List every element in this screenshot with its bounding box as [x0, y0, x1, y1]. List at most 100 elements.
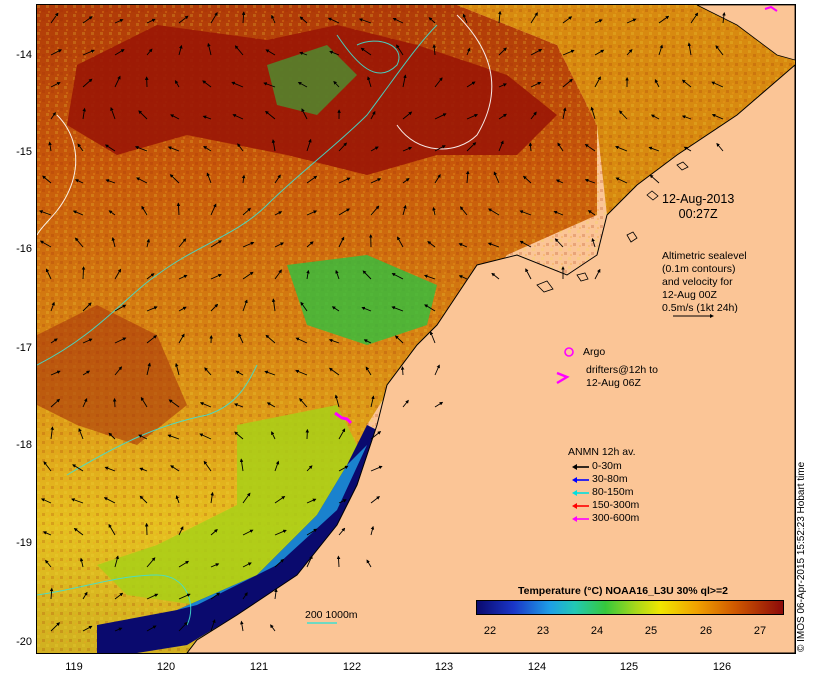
velocity-arrow [232, 114, 244, 120]
velocity-arrow [530, 12, 538, 24]
velocity-arrow [711, 113, 724, 120]
velocity-arrow [114, 75, 121, 88]
velocity-arrow [402, 74, 407, 88]
velocity-arrow [459, 206, 468, 216]
velocity-arrow [135, 177, 148, 184]
velocity-arrow [231, 81, 244, 88]
velocity-arrow [328, 338, 340, 344]
velocity-arrow [242, 241, 255, 248]
velocity-arrow [265, 110, 276, 120]
velocity-arrow [178, 333, 185, 344]
velocity-arrow [295, 337, 308, 344]
velocity-arrow [396, 44, 404, 56]
colorbar-tick: 25 [644, 625, 658, 637]
velocity-arrow [238, 333, 244, 344]
top-right-coast [696, 5, 795, 61]
velocity-arrow [50, 338, 58, 344]
colorbar-tick: 27 [753, 625, 767, 637]
velocity-arrow [146, 48, 153, 56]
velocity-arrow [530, 49, 543, 56]
colorbar-tick: 22 [483, 625, 497, 637]
velocity-arrow [204, 367, 212, 376]
velocity-arrow [168, 399, 180, 408]
velocity-arrow [207, 42, 212, 56]
velocity-arrow [711, 81, 724, 88]
velocity-arrow [427, 241, 436, 248]
drifter-marker [556, 371, 570, 385]
velocity-arrow [498, 47, 507, 56]
velocity-arrow [242, 299, 248, 312]
velocity-arrow [178, 44, 183, 56]
velocity-arrow [648, 146, 660, 152]
velocity-arrow [203, 460, 212, 472]
velocity-arrow [528, 142, 533, 152]
velocity-arrow [42, 175, 52, 184]
velocity-arrow [334, 394, 340, 408]
anmn-item-0-30: 0-30m [572, 460, 622, 472]
velocity-arrow [146, 306, 158, 312]
velocity-arrow [210, 563, 220, 568]
velocity-arrow [146, 273, 155, 280]
velocity-arrow [114, 337, 127, 344]
velocity-arrow [687, 42, 692, 56]
velocity-arrow [263, 82, 276, 88]
velocity-arrow [333, 80, 340, 88]
velocity-arrow [360, 47, 372, 56]
velocity-arrow [241, 11, 246, 24]
velocity-arrow [114, 366, 123, 376]
velocity-arrow [562, 107, 567, 120]
velocity-arrow [114, 268, 122, 280]
velocity-arrow [615, 145, 628, 152]
velocity-arrow [50, 82, 61, 88]
drifter-line-2: 12-Aug 06Z [586, 377, 641, 389]
velocity-arrow [594, 76, 601, 88]
velocity-arrow [434, 364, 440, 376]
velocity-arrow [626, 49, 633, 56]
velocity-arrow [392, 17, 404, 24]
velocity-arrow [77, 143, 84, 152]
velocity-arrow [306, 175, 318, 184]
velocity-arrow [487, 242, 500, 248]
velocity-arrow [274, 269, 282, 280]
sealevel-line-5: 0.5m/s (1kt 24h) [662, 302, 738, 314]
velocity-arrow [530, 81, 542, 88]
velocity-arrow [306, 528, 318, 536]
velocity-arrow [370, 525, 375, 536]
velocity-arrow [79, 557, 84, 568]
velocity-arrow [498, 140, 504, 152]
velocity-arrow [594, 268, 601, 280]
colorbar-title: Temperature (°C) NOAA16_L3U 30% ql>=2 [518, 585, 728, 597]
velocity-arrow [391, 273, 404, 280]
velocity-arrow [650, 114, 660, 120]
velocity-arrow [522, 175, 532, 184]
velocity-arrow [466, 81, 476, 88]
velocity-arrow [458, 275, 468, 280]
velocity-arrow [78, 428, 84, 440]
velocity-arrow [306, 269, 310, 280]
velocity-arrow [110, 106, 116, 120]
velocity-arrow [199, 433, 212, 440]
velocity-arrow [167, 434, 180, 440]
lat-tick-14: -14 [16, 49, 32, 61]
velocity-arrow [274, 174, 281, 184]
velocity-arrow [114, 592, 124, 600]
velocity-arrow [715, 45, 724, 56]
velocity-arrow [82, 107, 86, 120]
velocity-arrow [658, 44, 663, 56]
velocity-arrow [338, 236, 345, 248]
velocity-arrow [424, 304, 436, 312]
velocity-arrow [562, 78, 573, 88]
sealevel-contours-white [37, 14, 493, 236]
land-mass [186, 64, 795, 653]
velocity-arrow [297, 81, 308, 88]
velocity-arrow [73, 527, 84, 536]
velocity-arrow [274, 211, 283, 216]
velocity-arrow [370, 395, 375, 408]
velocity-arrow [618, 110, 628, 120]
sealevel-line-1: Altimetric sealevel [662, 250, 747, 262]
velocity-arrow [169, 174, 180, 184]
velocity-arrow [428, 17, 436, 24]
velocity-arrow [140, 396, 148, 408]
velocity-arrow [210, 203, 217, 216]
velocity-arrow [338, 499, 347, 504]
